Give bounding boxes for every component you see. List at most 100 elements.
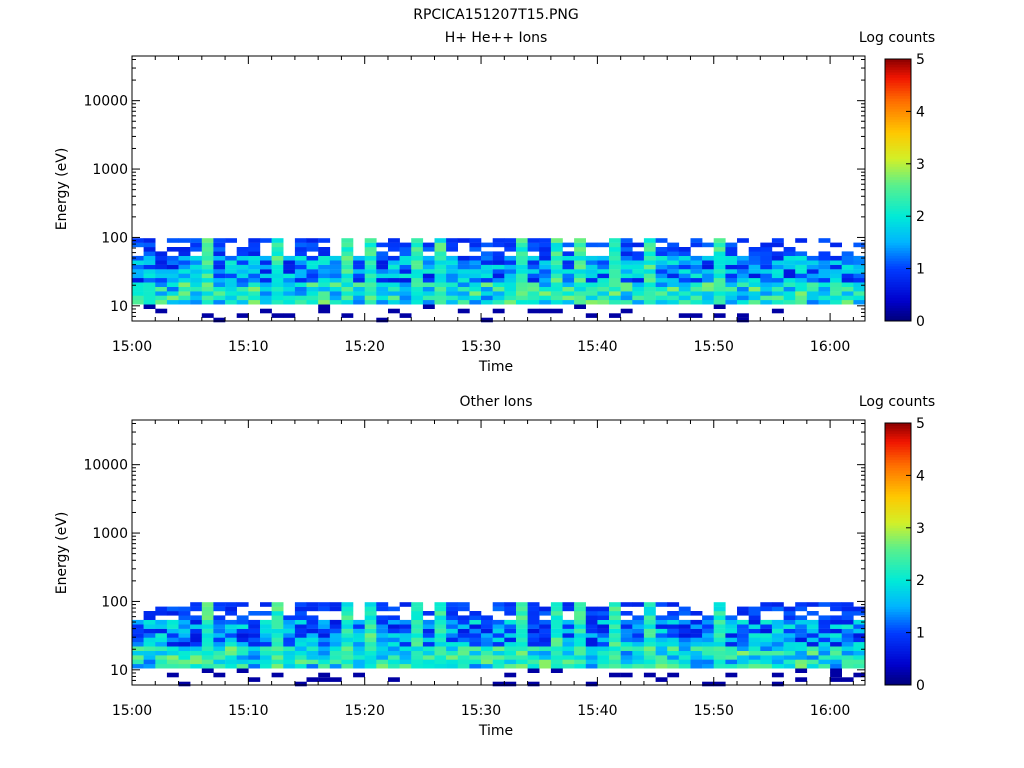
heatmap-cell: [504, 299, 517, 305]
heatmap-cell: [225, 611, 237, 616]
colorbar-swatch: [885, 491, 911, 495]
colorbar-swatch: [885, 603, 911, 607]
heatmap-cell: [271, 628, 284, 634]
heatmap-cell: [469, 646, 482, 651]
colorbar-swatch: [885, 69, 911, 73]
colorbar-swatch: [885, 132, 911, 136]
heatmap-cell: [376, 286, 389, 292]
heatmap-cell: [481, 260, 493, 265]
heatmap-cell: [702, 242, 714, 248]
heatmap-cell: [492, 619, 505, 625]
heatmap-cell: [434, 286, 447, 292]
heatmap-cell: [632, 251, 645, 256]
colorbar-swatch: [885, 129, 911, 133]
heatmap-cell: [236, 663, 249, 669]
heatmap-cell: [469, 655, 482, 660]
heatmap-cell: [818, 255, 831, 261]
colorbar-swatch: [885, 297, 911, 301]
heatmap-cell: [678, 650, 691, 656]
heatmap-cell: [853, 646, 866, 651]
heatmap-cell: [260, 611, 272, 616]
heatmap-cell: [143, 273, 156, 279]
x-tick-label: 15:30: [461, 339, 501, 355]
heatmap-cell: [166, 260, 179, 265]
heatmap-cell: [818, 286, 831, 292]
heatmap-cell: [609, 277, 621, 283]
heatmap-cell: [329, 282, 342, 287]
heatmap-cell: [795, 255, 808, 261]
heatmap-cell: [853, 282, 866, 287]
heatmap-cell: [841, 286, 854, 292]
heatmap-cell: [132, 650, 144, 656]
heatmap-cell: [713, 659, 726, 665]
heatmap-cell: [527, 291, 540, 296]
heatmap-cell: [585, 637, 598, 643]
heatmap-cell: [411, 663, 424, 669]
heatmap-cell: [422, 269, 435, 274]
heatmap-cell: [748, 646, 761, 651]
heatmap-cell: [702, 282, 714, 287]
heatmap-cell: [271, 646, 284, 651]
colorbar-tick-label: 0: [916, 678, 925, 694]
heatmap-cell: [748, 606, 761, 612]
heatmap-cell: [690, 291, 703, 296]
heatmap-cell: [166, 269, 179, 274]
heatmap-cell: [725, 291, 738, 296]
heatmap-cell: [853, 650, 866, 656]
heatmap-cell: [388, 286, 400, 292]
heatmap-cell: [364, 655, 377, 660]
heatmap-cell: [643, 286, 656, 292]
heatmap-cell: [527, 628, 540, 634]
heatmap-cell: [283, 655, 296, 660]
heatmap-cell: [713, 681, 726, 687]
heatmap-cell: [341, 291, 354, 296]
heatmap-cell: [818, 299, 831, 305]
heatmap-cell: [178, 637, 191, 643]
heatmap-cell: [597, 264, 610, 270]
heatmap-cell: [434, 238, 447, 243]
heatmap-cell: [830, 637, 842, 643]
heatmap-cell: [248, 242, 261, 248]
heatmap-cell: [516, 615, 528, 620]
heatmap-cell: [434, 602, 447, 607]
heatmap-cell: [411, 282, 424, 287]
heatmap-cell: [306, 247, 319, 252]
heatmap-cell: [516, 602, 528, 607]
heatmap-cell: [341, 238, 354, 243]
heatmap-cell: [469, 238, 482, 243]
heatmap-cell: [225, 255, 237, 261]
heatmap-cell: [155, 646, 168, 651]
heatmap-cell: [795, 295, 808, 301]
heatmap-cell: [667, 637, 680, 643]
heatmap-cell: [481, 269, 493, 274]
heatmap-cell: [434, 260, 447, 265]
heatmap-cell: [271, 659, 284, 665]
heatmap-cell: [201, 611, 214, 616]
heatmap-cell: [422, 637, 435, 643]
heatmap-cell: [771, 255, 784, 261]
heatmap-cell: [143, 619, 156, 625]
heatmap-cell: [678, 624, 691, 629]
heatmap-cell: [783, 659, 796, 665]
heatmap-cell: [213, 291, 226, 296]
heatmap-cell: [702, 299, 714, 305]
heatmap-cell: [446, 602, 458, 607]
heatmap-cell: [655, 624, 668, 629]
heatmap-cell: [271, 637, 284, 643]
heatmap-cell: [527, 641, 540, 647]
heatmap-cell: [318, 619, 331, 625]
heatmap-cell: [271, 277, 284, 283]
heatmap-cell: [771, 641, 784, 647]
heatmap-cell: [213, 282, 226, 287]
heatmap-cell: [806, 655, 819, 660]
heatmap-cell: [213, 615, 226, 620]
heatmap-cell: [550, 628, 563, 634]
heatmap-cell: [504, 641, 517, 647]
heatmap-cell: [190, 247, 203, 252]
heatmap-cell: [597, 255, 610, 261]
colorbar-swatch: [885, 163, 911, 167]
heatmap-cell: [306, 677, 319, 682]
heatmap-cell: [643, 602, 656, 607]
panel-title: Other Ions: [459, 394, 532, 410]
heatmap-cell: [213, 299, 226, 305]
